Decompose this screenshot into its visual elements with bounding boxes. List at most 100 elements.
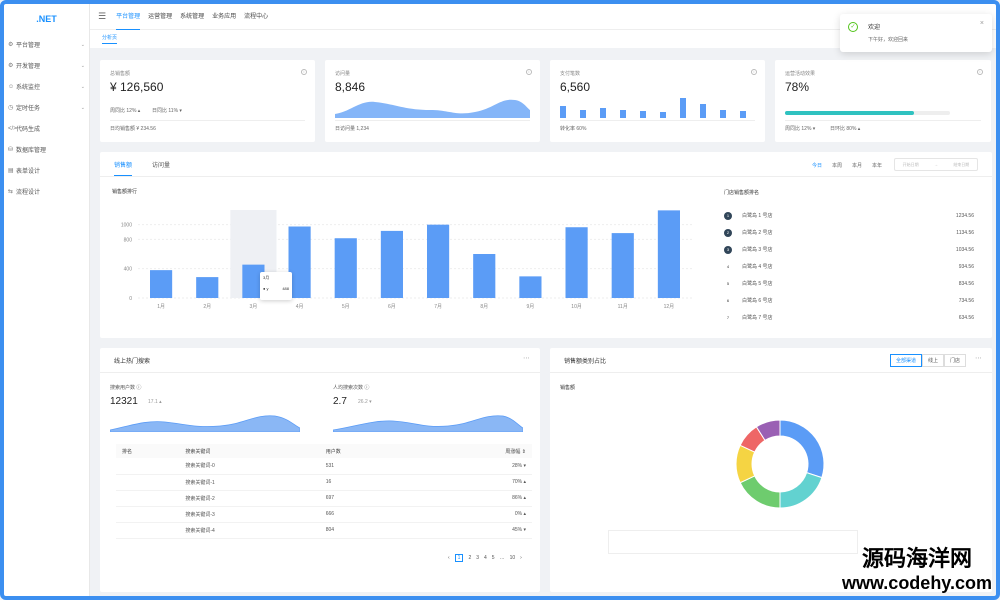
bar-5月[interactable] [334, 238, 357, 298]
page-item-2[interactable]: 2 [468, 555, 472, 561]
donut-slice-2[interactable] [739, 475, 781, 509]
rank-number: 3 [724, 245, 732, 254]
user-icon: ☺ [8, 83, 15, 90]
more-icon[interactable]: ⋯ [523, 355, 530, 362]
info-icon[interactable]: i [751, 69, 757, 75]
rank-row: 3 白鹭岛 3 号店 1034.56 [724, 241, 974, 258]
table-row: 搜索关键词-1 16 70% ▴ [116, 474, 532, 491]
cell-keyword[interactable]: 搜索关键词-4 [179, 522, 320, 539]
more-icon[interactable]: ⋯ [975, 355, 982, 362]
bar-6月[interactable] [380, 230, 403, 298]
stat-value: ¥ 126,560 [110, 80, 164, 94]
range-link-2[interactable]: 本月 [851, 163, 862, 169]
sidebar-item-label: 流程设计 [16, 190, 41, 196]
donut-slice-5[interactable] [755, 419, 781, 442]
watermark: 源码海洋网 www.codehy.com [842, 541, 992, 594]
sort-icon[interactable]: ⇕ [521, 448, 526, 455]
channel-btn-1[interactable]: 线上 [921, 354, 944, 367]
keyword-table: 排名 搜索关键词 用户数 周涨幅 ⇕ 搜索关键词-0 531 28% ▾ 搜索关键词-… [116, 444, 532, 539]
page-item-1[interactable]: 1 [454, 554, 464, 562]
bar-10月[interactable] [565, 227, 588, 298]
x-tick-label: 5月 [342, 304, 350, 310]
sidebar-item-1[interactable]: ⚙ 开发管理 ⌄ [4, 55, 89, 76]
info-icon[interactable]: i [301, 69, 307, 75]
sidebar-item-4[interactable]: </> 代码生成 [4, 118, 89, 139]
stat-card-payments: 支付笔数 i 6,560 转化率 60% [550, 60, 765, 142]
x-tick-label: 6月 [388, 304, 396, 310]
stat-title: 访问量 [335, 71, 351, 77]
stat-day-change: 日环比 80% ▴ [830, 126, 861, 132]
sidebar-item-6[interactable]: ▤ 表单设计 [4, 160, 89, 181]
col-users[interactable]: 用户数 [319, 444, 403, 458]
rank-row: 1 白鹭岛 1 号店 1234.56 [724, 207, 974, 224]
range-link-3[interactable]: 本年 [871, 163, 882, 169]
top-tab-2[interactable]: 系统管理 [180, 13, 205, 20]
sidebar-item-0[interactable]: ⚙ 平台管理 ⌄ [4, 34, 89, 55]
info-icon[interactable]: ⓘ [364, 385, 370, 391]
channel-btn-0[interactable]: 全部渠道 [889, 354, 922, 367]
sidebar-item-5[interactable]: ⛁ 数据库管理 [4, 139, 89, 160]
page-item-5[interactable]: 5 [491, 555, 495, 561]
close-icon[interactable]: × [979, 20, 984, 27]
sales-tab-0[interactable]: 销售额 [114, 160, 133, 176]
col-change[interactable]: 周涨幅 ⇕ [402, 444, 532, 458]
bar-12月[interactable] [657, 210, 680, 298]
rank-name: 白鹭岛 6 号店 [742, 298, 773, 304]
sales-bar-chart: 1000 800 400 0 1月 2月 3月 4月 5月 6月 7月 8月 9月 10月 11月 12月 [121, 210, 692, 310]
cell-keyword[interactable]: 搜索关键词-1 [179, 474, 320, 491]
col-keyword: 搜索关键词 [179, 444, 320, 458]
donut-slice-0[interactable] [779, 419, 825, 479]
channel-btn-2[interactable]: 门店 [943, 354, 966, 367]
sales-tab-1[interactable]: 访问量 [152, 163, 171, 169]
date-range-picker[interactable]: 开始日期 → 结束日期 [894, 158, 978, 171]
donut-slice-1[interactable] [779, 472, 823, 509]
cell-keyword[interactable]: 搜索关键词-0 [179, 458, 320, 475]
divider [785, 120, 981, 121]
hot-search-title: 线上热门搜索 [114, 359, 151, 365]
page-item-0[interactable]: ‹ [448, 555, 450, 561]
bar-11月[interactable] [611, 233, 634, 298]
top-tab-3[interactable]: 业务应用 [212, 13, 237, 20]
page-item-7[interactable]: 10 [509, 555, 516, 561]
top-tab-4[interactable]: 流程中心 [244, 13, 269, 20]
bar-8月[interactable] [473, 254, 496, 298]
rank-name: 白鹭岛 5 号店 [742, 281, 773, 287]
x-tick-label: 1月 [157, 304, 165, 310]
sidebar-item-label: 开发管理 [16, 64, 41, 70]
stat-value: 8,846 [335, 80, 366, 94]
menu-toggle-icon[interactable]: ☰ [98, 11, 107, 21]
sidebar-item-label: 平台管理 [16, 43, 41, 49]
sidebar-item-3[interactable]: ◷ 定时任务 ⌄ [4, 97, 89, 118]
search-users-label-text: 搜索用户数 [110, 385, 136, 391]
channel-segmented: 全部渠道 线上 门店 [889, 354, 966, 367]
top-tab-0[interactable]: 平台管理 [116, 4, 141, 30]
cell-keyword[interactable]: 搜索关键词-3 [179, 506, 320, 523]
y-tick-label: 0 [129, 296, 132, 302]
info-icon[interactable]: ⓘ [136, 385, 142, 391]
rank-value: 1034.56 [955, 246, 974, 253]
info-icon[interactable]: i [526, 69, 532, 75]
bar-3月[interactable] [242, 264, 265, 298]
bar-4月[interactable] [288, 226, 311, 299]
top-tab-1[interactable]: 运营管理 [148, 13, 173, 20]
info-icon[interactable]: i [977, 69, 983, 75]
stat-title: 支付笔数 [560, 71, 581, 77]
range-link-1[interactable]: 本周 [831, 163, 842, 169]
page-tag-analysis[interactable]: 分析页 [102, 34, 118, 44]
page-item-3[interactable]: 3 [476, 555, 480, 561]
bar-7月[interactable] [427, 224, 450, 298]
bar-2月[interactable] [196, 277, 219, 298]
cell-users: 16 [319, 474, 403, 491]
range-link-0[interactable]: 今日 [811, 163, 822, 169]
cell-keyword[interactable]: 搜索关键词-2 [179, 490, 320, 507]
sidebar-item-2[interactable]: ☺ 系统监控 ⌄ [4, 76, 89, 97]
sidebar-item-7[interactable]: ⇆ 流程设计 [4, 181, 89, 202]
cell-users: 697 [319, 490, 403, 507]
page-item-6[interactable]: … [499, 555, 505, 561]
bar-1月[interactable] [150, 270, 173, 298]
page-item-4[interactable]: 4 [484, 555, 487, 561]
page-item-8[interactable]: › [520, 555, 522, 561]
cell-change: 45% ▾ [402, 522, 532, 539]
bar-9月[interactable] [519, 276, 542, 298]
sidebar-menu: ⚙ 平台管理 ⌄ ⚙ 开发管理 ⌄ ☺ 系统监控 ⌄ ◷ 定时任务 ⌄ </> 代码生成 ⛁ 数据库管理 ▤ 表单… [4, 34, 89, 202]
